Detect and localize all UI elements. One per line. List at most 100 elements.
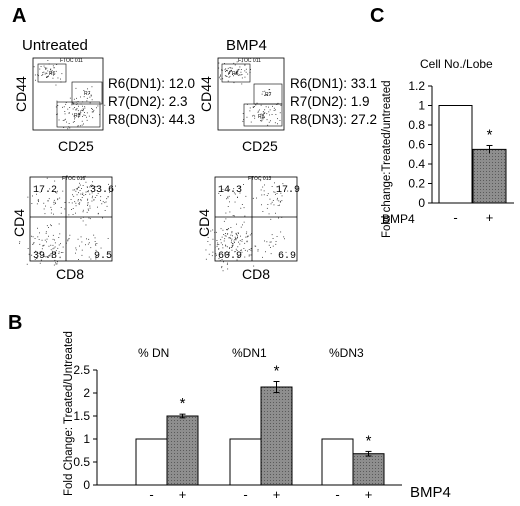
scatter-dot [280, 105, 282, 106]
scatter-dot [72, 189, 74, 191]
scatter-dot [262, 211, 264, 212]
scatter-dot [62, 190, 64, 192]
scatter-dot [90, 247, 92, 249]
scatter-dot [95, 249, 97, 251]
scatter-dot [100, 247, 102, 249]
scatter-dots [203, 180, 289, 272]
scatter-dot [270, 120, 271, 122]
gate-stat-r8: R8(DN3): 44.3 [108, 112, 195, 127]
scatter-dot [86, 211, 88, 213]
scatter-dot [46, 77, 47, 78]
scatter-dot [270, 247, 271, 248]
scatter-dot [88, 238, 90, 240]
bar [321, 438, 354, 486]
scatter-dot [242, 224, 243, 226]
scatter-dot [80, 200, 82, 202]
scatter-dot [80, 96, 81, 98]
scatter-dot [96, 255, 98, 257]
scatter-dot [226, 198, 227, 200]
scatter-dot [75, 205, 77, 207]
scatter-dot [234, 251, 236, 253]
scatter-dot [72, 108, 74, 110]
scatter-dot [227, 233, 228, 235]
scatter-dot [253, 265, 255, 267]
scatter-dot [84, 106, 86, 108]
scatter-dot [42, 72, 44, 74]
scatter-dot [282, 183, 284, 185]
scatter-dot [78, 105, 79, 107]
scatter-dot [75, 87, 77, 89]
scatter-dot [88, 256, 90, 258]
scatter-dot [36, 257, 37, 259]
scatter-dot [227, 197, 229, 199]
scatter-dot [97, 212, 99, 214]
scatter-dot [84, 175, 86, 177]
scatter-dot [271, 234, 273, 236]
scatter-dot [272, 245, 274, 247]
scatter-dot [46, 241, 47, 243]
scatter-dot [86, 112, 88, 114]
scatter-dot [243, 119, 245, 120]
scatter-dot [93, 111, 94, 113]
scatter-dot [95, 258, 97, 260]
scatter-dot [224, 69, 226, 71]
scatter-dot [82, 194, 83, 195]
scatter-dot [212, 238, 214, 240]
scatter-dot [85, 181, 87, 183]
scatter-dot [97, 206, 98, 208]
panel-a-letter: A [12, 5, 26, 27]
scatter-dot [244, 249, 246, 251]
scatter-dot [263, 117, 265, 119]
scatter-dot [276, 104, 278, 105]
scatter-dot [261, 120, 263, 122]
scatter-dot [83, 96, 85, 98]
scatter-dot [227, 228, 229, 230]
scatter-dot [60, 243, 61, 245]
scatter-dot [232, 242, 234, 244]
scatter-dot [234, 251, 236, 252]
scatter-dot [275, 212, 276, 214]
scatter-dot [250, 121, 252, 123]
scatter-dot [86, 116, 87, 118]
scatter-dot [42, 245, 44, 247]
scatter-dot [50, 253, 52, 255]
scatter-dot [231, 247, 232, 248]
scatter-dot [65, 118, 66, 120]
scatter-dot [222, 247, 224, 249]
scatter-dot [105, 201, 107, 203]
scatter-dot [222, 188, 224, 190]
group-title: %DN3 [329, 346, 364, 360]
scatter-dot [78, 203, 80, 205]
scatter-dot [277, 197, 278, 199]
scatter-dot [228, 254, 230, 256]
scatter-dot [31, 235, 32, 237]
scatter-dot [276, 199, 278, 201]
scatter-dot [274, 122, 276, 124]
scatter-dot [46, 67, 48, 69]
scatter-dot [79, 184, 81, 186]
scatter-dot [247, 73, 249, 75]
scatter-dot [26, 263, 28, 265]
scatter-dot [226, 70, 227, 71]
scatter-dot [52, 65, 54, 67]
scatter-dot [73, 195, 75, 197]
significance-star: * [180, 395, 186, 412]
scatter-dot [233, 82, 235, 84]
scatter-dot [91, 184, 93, 186]
scatter-dot [57, 105, 59, 106]
y-tick-label: 0.5 [73, 455, 90, 469]
scatter-dot [56, 263, 58, 265]
scatter-dot [272, 200, 274, 201]
scatter-dot [96, 243, 98, 244]
scatter-dot [56, 64, 58, 65]
scatter-dot [270, 203, 272, 205]
scatter-dot [274, 182, 275, 184]
scatter-dot [230, 227, 232, 228]
scatter-dot [101, 203, 103, 205]
scatter-dot [85, 194, 87, 195]
scatter-dot [87, 88, 88, 90]
scatter-dot [236, 250, 238, 251]
scatter-dot [230, 70, 232, 72]
scatter-dot [284, 238, 285, 240]
scatter-dot [275, 109, 276, 111]
